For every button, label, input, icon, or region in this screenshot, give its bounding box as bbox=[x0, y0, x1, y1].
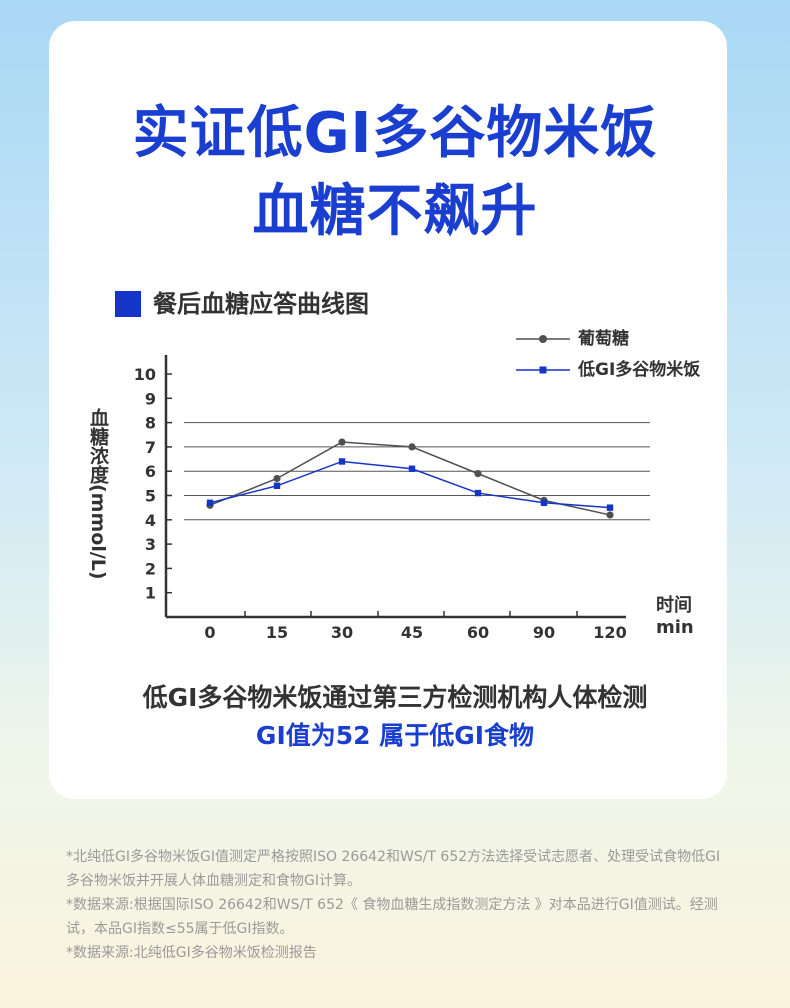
x-tick-label-0: 0 bbox=[204, 623, 215, 642]
series-1-point-5 bbox=[540, 499, 548, 506]
series-0-point-3 bbox=[408, 443, 416, 451]
x-axis-label-text: 时间 bbox=[656, 595, 692, 616]
x-tick-label-60: 60 bbox=[467, 623, 489, 642]
series-1-point-4 bbox=[474, 489, 482, 497]
y-tick-label-2: 2 bbox=[145, 559, 156, 578]
footnote-3: *数据来源:北纯低GI多谷物米饭检测报告 bbox=[66, 945, 317, 961]
series-1-point-3 bbox=[408, 465, 416, 472]
legend-label-low-gi-rice: 低GI多谷物米饭 bbox=[578, 360, 701, 380]
legend-item-low-gi-rice: 低GI多谷物米饭 bbox=[514, 358, 714, 382]
series-1-point-0 bbox=[206, 499, 214, 506]
legend-low-gi-line-icon bbox=[516, 366, 570, 374]
y-tick-label-8: 8 bbox=[145, 414, 156, 433]
y-tick-label-6: 6 bbox=[145, 462, 156, 481]
page-title-line1: 实证低GI多谷物米饭 bbox=[132, 101, 658, 166]
y-tick-label-1: 1 bbox=[145, 584, 156, 603]
footnotes: *北纯低GI多谷物米饭GI值测定严格按照ISO 26642和WS/T 652方法… bbox=[66, 845, 730, 965]
series-0-point-4 bbox=[474, 470, 482, 478]
series-1-point-1 bbox=[273, 482, 281, 489]
x-tick-label-45: 45 bbox=[401, 623, 423, 642]
caption-line2: GI值为52 属于低GI食物 bbox=[255, 721, 535, 750]
footnote-2: *数据来源:根据国际ISO 26642和WS/T 652《 食物血糖生成指数测定… bbox=[66, 897, 718, 937]
legend-item-glucose: 葡萄糖 bbox=[514, 327, 714, 351]
legend-label-glucose: 葡萄糖 bbox=[578, 329, 629, 349]
y-axis-label-text: 血糖浓度(mmol/L) bbox=[87, 408, 109, 580]
x-tick-label-120: 120 bbox=[593, 623, 626, 642]
y-tick-label-7: 7 bbox=[145, 438, 156, 457]
page-title-line2: 血糖不飙升 bbox=[252, 179, 538, 244]
y-axis-label: 血糖浓度(mmol/L) bbox=[86, 408, 110, 585]
y-tick-label-3: 3 bbox=[145, 535, 156, 554]
y-tick-label-4: 4 bbox=[145, 511, 156, 530]
y-tick-label-9: 9 bbox=[145, 389, 156, 408]
y-tick-label-5: 5 bbox=[145, 487, 156, 506]
chart-title: 餐后血糖应答曲线图 bbox=[153, 290, 369, 318]
x-axis-label: 时间 min bbox=[656, 595, 694, 639]
series-0-point-6 bbox=[606, 511, 614, 519]
caption-line1: 低GI多谷物米饭通过第三方检测机构人体检测 bbox=[142, 683, 648, 712]
series-1-point-2 bbox=[338, 458, 346, 465]
series-1-point-6 bbox=[606, 504, 614, 511]
legend-glucose-line-icon bbox=[516, 335, 570, 343]
x-tick-label-90: 90 bbox=[533, 623, 555, 642]
y-tick-label-10: 10 bbox=[134, 365, 156, 384]
section-square-icon bbox=[115, 291, 141, 317]
footnote-1: *北纯低GI多谷物米饭GI值测定严格按照ISO 26642和WS/T 652方法… bbox=[66, 849, 721, 889]
x-tick-label-15: 15 bbox=[266, 623, 288, 642]
series-0-point-1 bbox=[273, 474, 281, 483]
x-axis-unit: min bbox=[656, 617, 694, 638]
content-card bbox=[49, 21, 727, 799]
x-tick-label-30: 30 bbox=[331, 623, 353, 642]
series-line-0 bbox=[209, 441, 611, 516]
series-0-point-2 bbox=[338, 438, 346, 446]
